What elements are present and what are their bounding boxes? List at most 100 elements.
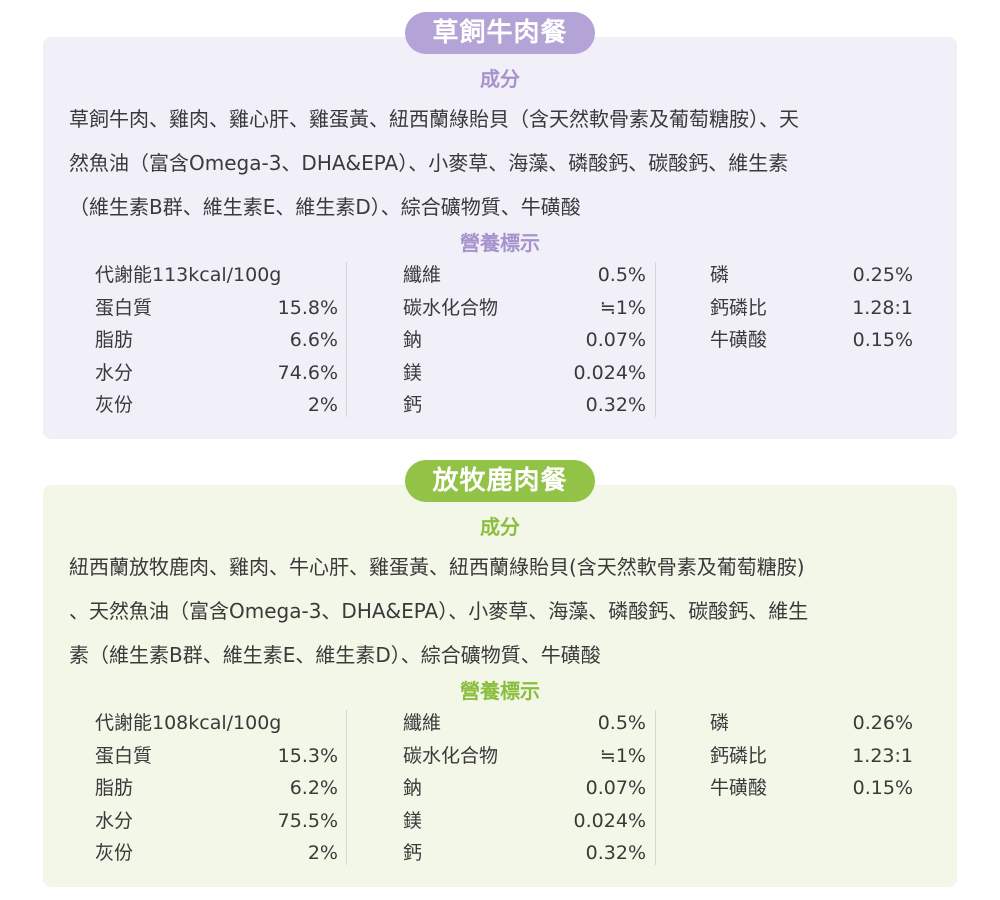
nutrient-label: 鈉: [403, 329, 423, 351]
nutrient-value: 74.6%: [277, 361, 338, 384]
nutrition-row: 水分 75.5%: [95, 805, 345, 838]
nutrition-row: 碳水化合物 ≒1%: [403, 740, 653, 773]
nutrition-row: 鈣 0.32%: [403, 837, 653, 870]
nutrient-value: 0.15%: [852, 777, 913, 799]
nutrient-label: 蛋白質: [95, 744, 153, 767]
nutrition-row: 鈉 0.07%: [403, 772, 653, 805]
nutrient-label: 鈉: [403, 777, 423, 799]
nutrition-row: 磷 0.25%: [710, 259, 920, 292]
nutrient-value: 0.5%: [597, 712, 646, 734]
nutrient-label: 灰份: [95, 842, 134, 864]
venison-ingredients-line: 、天然魚油（富含Omega-3、DHA&EPA）、小麥草、海藻、磷酸鈣、碳酸鈣、…: [69, 599, 809, 623]
nutrient-value: 0.32%: [585, 842, 646, 864]
nutrient-label: 水分: [95, 809, 134, 832]
nutrient-label: 灰份: [95, 394, 134, 416]
venison-section: 放牧鹿肉餐 成分 紐西蘭放牧鹿肉、雞肉、牛心肝、雞蛋黃、紐西蘭綠貽貝(含天然軟骨…: [43, 460, 957, 887]
beef-nutrition-column-1: 代謝能113kcal/100g 蛋白質 15.8% 脂肪 6.6% 水分 74.6% …: [95, 259, 345, 419]
nutrient-label: 碳水化合物: [403, 744, 499, 767]
nutrient-value: 0.024%: [573, 361, 646, 384]
nutrient-label: 代謝能108kcal/100g: [95, 712, 282, 734]
venison-nutrition-column-3: 磷 0.26% 鈣磷比 1.23:1 牛磺酸 0.15%: [710, 707, 920, 867]
venison-nutrition-column-1: 代謝能108kcal/100g 蛋白質 15.3% 脂肪 6.2% 水分 75.5% …: [95, 707, 345, 867]
nutrient-value: ≒1%: [599, 744, 646, 767]
nutrient-value: 0.07%: [585, 329, 646, 351]
beef-ingredients-line: 然魚油（富含Omega-3、DHA&EPA）、小麥草、海藻、磷酸鈣、碳酸鈣、維生…: [69, 151, 789, 175]
column-divider: [655, 710, 656, 865]
nutrition-row: 鎂 0.024%: [403, 805, 653, 838]
nutrition-row: 脂肪 6.6%: [95, 324, 345, 357]
beef-nutrition-column-3: 磷 0.25% 鈣磷比 1.28:1 牛磺酸 0.15%: [710, 259, 920, 419]
nutrient-value: 0.25%: [852, 264, 913, 286]
nutrient-label: 牛磺酸: [710, 777, 768, 799]
nutrient-label: 鈣磷比: [710, 744, 768, 767]
nutrient-value: 2%: [307, 394, 338, 416]
nutrient-label: 蛋白質: [95, 296, 153, 319]
nutrition-row: 脂肪 6.2%: [95, 772, 345, 805]
nutrient-label: 脂肪: [95, 777, 134, 799]
nutrient-label: 鈣: [403, 842, 423, 864]
nutrition-row: 牛磺酸 0.15%: [710, 772, 920, 805]
nutrition-row: 磷 0.26%: [710, 707, 920, 740]
nutrient-label: 脂肪: [95, 329, 134, 351]
nutrition-row: 灰份 2%: [95, 837, 345, 870]
nutrient-value: 75.5%: [277, 809, 338, 832]
nutrition-row: 鈉 0.07%: [403, 324, 653, 357]
nutrient-label: 磷: [710, 712, 730, 734]
nutrient-value: 0.15%: [852, 329, 913, 351]
nutrition-row: 纖維 0.5%: [403, 707, 653, 740]
nutrient-label: 代謝能113kcal/100g: [95, 264, 282, 286]
nutrient-label: 纖維: [403, 712, 442, 734]
nutrition-row: 蛋白質 15.8%: [95, 292, 345, 325]
nutrient-label: 鎂: [403, 361, 423, 384]
nutrient-value: 0.26%: [852, 712, 913, 734]
nutrient-label: 磷: [710, 264, 730, 286]
nutrition-row: 水分 74.6%: [95, 357, 345, 390]
beef-nutrition-heading: 營養標示: [460, 231, 540, 255]
beef-ingredients-line: （維生素B群、維生素E、維生素D）、綜合礦物質、牛磺酸: [69, 195, 581, 219]
nutrient-label: 鈣磷比: [710, 296, 768, 319]
column-divider: [346, 262, 347, 417]
nutrient-value: 1.23:1: [852, 744, 913, 767]
nutrient-value: 15.3%: [277, 744, 338, 767]
beef-section: 草飼牛肉餐 成分 草飼牛肉、雞肉、雞心肝、雞蛋黃、紐西蘭綠貽貝（含天然軟骨素及葡…: [43, 12, 957, 439]
nutrient-value: 2%: [307, 842, 338, 864]
nutrient-value: 6.6%: [289, 329, 338, 351]
nutrient-value: 0.024%: [573, 809, 646, 832]
nutrition-row: 鈣磷比 1.28:1: [710, 292, 920, 325]
venison-ingredients-heading: 成分: [480, 515, 520, 539]
nutrition-row: 蛋白質 15.3%: [95, 740, 345, 773]
nutrition-row: 代謝能108kcal/100g: [95, 707, 345, 740]
nutrient-label: 碳水化合物: [403, 296, 499, 319]
venison-nutrition-heading: 營養標示: [460, 679, 540, 703]
venison-title-badge: 放牧鹿肉餐: [405, 460, 595, 502]
beef-title-badge: 草飼牛肉餐: [405, 12, 595, 54]
nutrition-row: 鎂 0.024%: [403, 357, 653, 390]
column-divider: [655, 262, 656, 417]
beef-ingredients-line: 草飼牛肉、雞肉、雞心肝、雞蛋黃、紐西蘭綠貽貝（含天然軟骨素及葡萄糖胺）、天: [69, 107, 799, 131]
beef-ingredients-text: 草飼牛肉、雞肉、雞心肝、雞蛋黃、紐西蘭綠貽貝（含天然軟骨素及葡萄糖胺）、天 然魚…: [69, 97, 939, 229]
nutrition-row: 灰份 2%: [95, 389, 345, 422]
nutrition-row: 牛磺酸 0.15%: [710, 324, 920, 357]
nutrient-value: 0.5%: [597, 264, 646, 286]
nutrition-row: 鈣磷比 1.23:1: [710, 740, 920, 773]
nutrient-value: 0.32%: [585, 394, 646, 416]
venison-ingredients-line: 素（維生素B群、維生素E、維生素D）、綜合礦物質、牛磺酸: [69, 643, 601, 667]
nutrient-value: 6.2%: [289, 777, 338, 799]
beef-nutrition-column-2: 纖維 0.5% 碳水化合物 ≒1% 鈉 0.07% 鎂 0.024% 鈣 0.32%: [403, 259, 653, 419]
venison-ingredients-text: 紐西蘭放牧鹿肉、雞肉、牛心肝、雞蛋黃、紐西蘭綠貽貝(含天然軟骨素及葡萄糖胺) 、…: [69, 545, 939, 677]
nutrition-row: 碳水化合物 ≒1%: [403, 292, 653, 325]
nutrition-row: 鈣 0.32%: [403, 389, 653, 422]
nutrient-label: 鈣: [403, 394, 423, 416]
venison-nutrition-column-2: 纖維 0.5% 碳水化合物 ≒1% 鈉 0.07% 鎂 0.024% 鈣 0.32%: [403, 707, 653, 867]
nutrition-row: 纖維 0.5%: [403, 259, 653, 292]
nutrient-label: 鎂: [403, 809, 423, 832]
nutrient-label: 水分: [95, 361, 134, 384]
nutrient-value: 0.07%: [585, 777, 646, 799]
nutrient-label: 纖維: [403, 264, 442, 286]
nutrient-label: 牛磺酸: [710, 329, 768, 351]
beef-ingredients-heading: 成分: [480, 67, 520, 91]
venison-ingredients-line: 紐西蘭放牧鹿肉、雞肉、牛心肝、雞蛋黃、紐西蘭綠貽貝(含天然軟骨素及葡萄糖胺): [69, 555, 805, 579]
column-divider: [346, 710, 347, 865]
nutrient-value: 1.28:1: [852, 296, 913, 319]
nutrient-value: 15.8%: [277, 296, 338, 319]
